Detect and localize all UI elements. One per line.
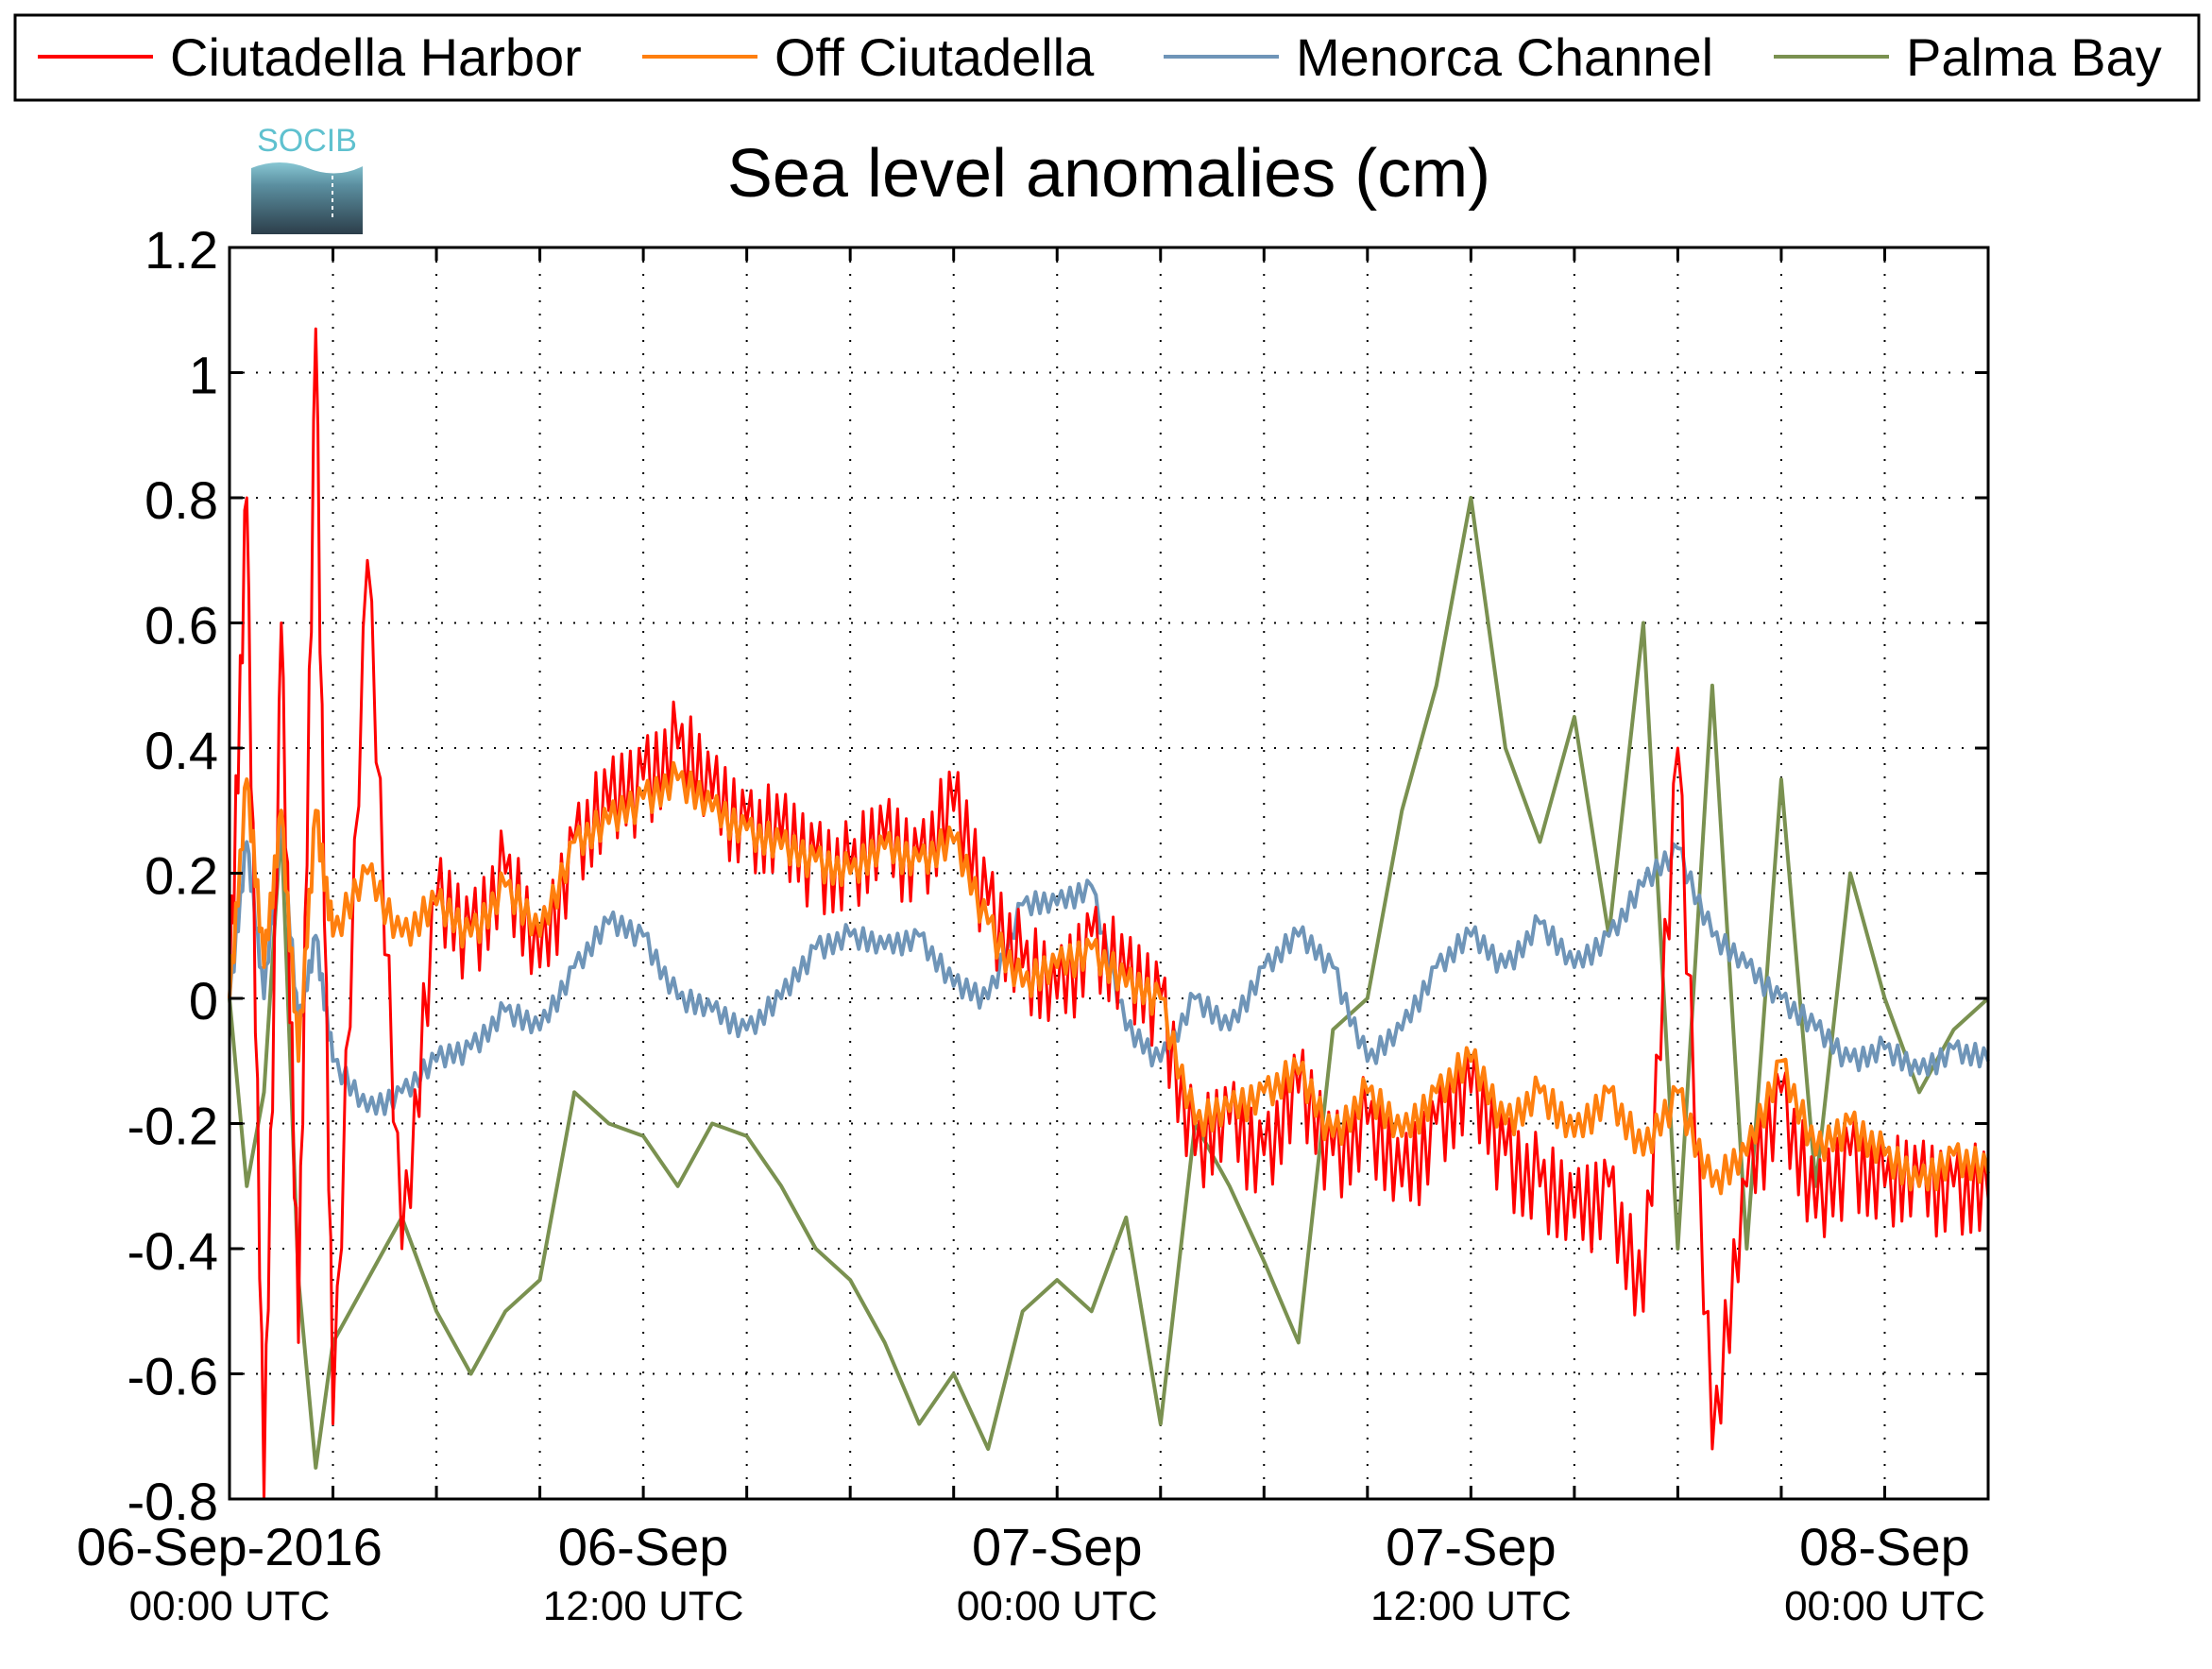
x-tick-label: 07-Sep xyxy=(972,1517,1143,1576)
y-tick-label: -0.4 xyxy=(128,1221,219,1281)
legend-label: Ciutadella Harbor xyxy=(170,27,582,87)
y-tick-label: -0.6 xyxy=(128,1347,219,1406)
x-tick-label: 07-Sep xyxy=(1386,1517,1557,1576)
y-tick-label: 1.2 xyxy=(145,220,218,280)
logo-wave-icon xyxy=(251,159,363,174)
x-tick-sublabel: 12:00 UTC xyxy=(1370,1583,1572,1629)
series-line-menorca-channel xyxy=(228,821,1990,1116)
y-tick-label: -0.2 xyxy=(128,1097,219,1156)
y-tick-label: 0.2 xyxy=(145,846,218,906)
chart-title: Sea level anomalies (cm) xyxy=(727,136,1490,212)
y-tick-label: 0.4 xyxy=(145,721,218,780)
y-axis-labels: -0.8 -0.6 -0.4 -0.2 0 0.2 0.4 0.6 0.8 1 1.2 xyxy=(128,220,219,1531)
legend: Ciutadella Harbor Off Ciutadella Menorca C… xyxy=(13,13,2201,102)
x-tick-sublabel: 00:00 UTC xyxy=(957,1583,1158,1629)
legend-label: Menorca Channel xyxy=(1296,27,1713,87)
series-lines xyxy=(228,327,1990,1501)
x-tick-label: 06-Sep xyxy=(558,1517,729,1576)
x-tick-sublabel: 00:00 UTC xyxy=(129,1583,331,1629)
x-axis-labels: 06-Sep-2016 00:00 UTC 06-Sep 12:00 UTC 07-Se… xyxy=(77,1517,1985,1629)
socib-logo: SOCIB xyxy=(251,123,363,234)
y-tick-label: 0 xyxy=(189,971,218,1030)
series-line-off-ciutadella xyxy=(228,760,1990,1196)
series-line-palma-bay xyxy=(228,496,1990,1470)
y-tick-label: 1 xyxy=(189,346,218,405)
x-tick-sublabel: 12:00 UTC xyxy=(543,1583,744,1629)
y-tick-label: -0.8 xyxy=(128,1472,219,1531)
x-tick-sublabel: 00:00 UTC xyxy=(1784,1583,1985,1629)
axis-ticks xyxy=(230,246,1988,1501)
legend-label: Palma Bay xyxy=(1906,27,2162,87)
logo-text: SOCIB xyxy=(257,123,357,159)
plot-background xyxy=(230,247,1988,1499)
x-tick-label: 06-Sep-2016 xyxy=(77,1517,383,1576)
x-tick-label: 08-Sep xyxy=(1799,1517,1970,1576)
plot-area: -0.8 -0.6 -0.4 -0.2 0 0.2 0.4 0.6 0.8 1 1.2 06-Sep… xyxy=(77,220,1990,1629)
y-tick-label: 0.8 xyxy=(145,470,218,530)
legend-label: Off Ciutadella xyxy=(774,27,1095,87)
y-tick-label: 0.6 xyxy=(145,596,218,656)
